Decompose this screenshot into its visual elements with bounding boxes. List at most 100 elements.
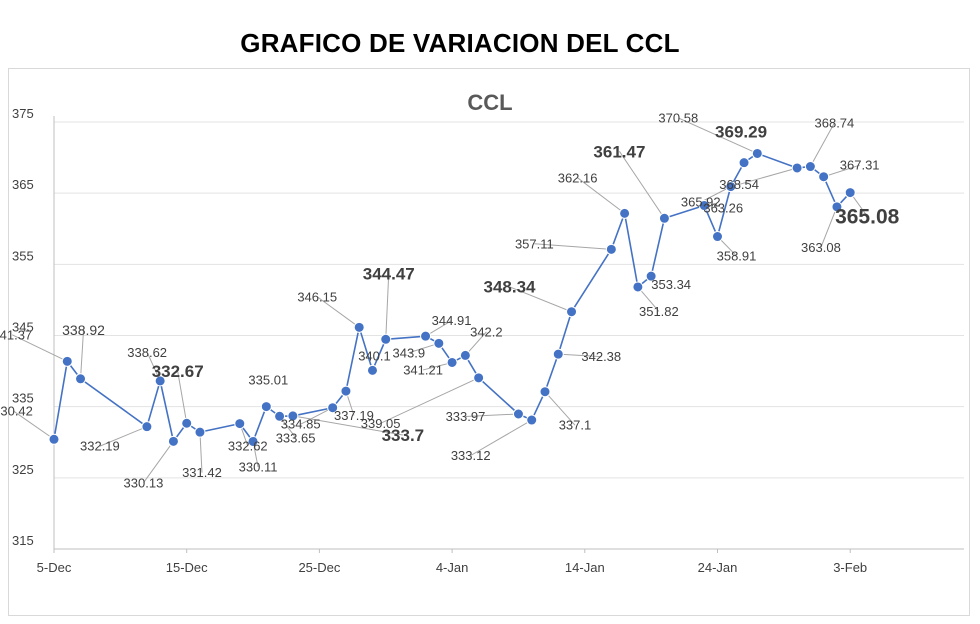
label-leader (177, 371, 188, 424)
x-tick-label: 5-Dec (37, 560, 72, 575)
x-tick-label: 4-Jan (436, 560, 469, 575)
label-leader (820, 206, 838, 248)
label-leader (619, 151, 665, 219)
chart-frame (8, 68, 970, 616)
label-leader (380, 377, 479, 424)
data-label: 369.29 (715, 123, 767, 142)
data-label: 368.74 (815, 116, 855, 131)
label-leader (577, 177, 625, 214)
data-point (340, 385, 352, 397)
data-point (433, 337, 445, 349)
data-label: 338.92 (62, 322, 105, 338)
label-leader (678, 117, 758, 154)
data-point (274, 410, 286, 422)
data-label: 331.42 (182, 465, 222, 480)
label-leader (809, 122, 835, 167)
label-leader (558, 353, 602, 358)
label-leader (199, 432, 203, 473)
data-point (605, 243, 617, 255)
data-point (247, 435, 259, 447)
x-tick-label: 24-Jan (698, 560, 738, 575)
data-label: 337.19 (334, 408, 374, 423)
data-point (632, 281, 644, 293)
axes: 315 325 335 345 355 365 375 5-Dec 15-Dec 25-Dec 4-… (12, 106, 964, 575)
label-leader (509, 286, 572, 313)
data-label: 339.05 (361, 416, 401, 431)
data-label: 330.11 (239, 459, 278, 474)
data-point (327, 402, 339, 414)
label-leader (465, 413, 519, 417)
data-point (48, 433, 60, 445)
data-point (181, 417, 193, 429)
label-leader (470, 419, 532, 456)
data-point (552, 348, 564, 360)
data-label: 338.62 (127, 345, 167, 360)
label-leader (12, 334, 68, 362)
data-point (154, 375, 166, 387)
data-label: 348.34 (484, 278, 537, 297)
data-label: 340.1 (358, 348, 391, 363)
data-label: 365.08 (835, 206, 900, 229)
data-label: 357.11 (515, 236, 554, 251)
data-label: 333.65 (276, 430, 316, 445)
label-leader (823, 164, 860, 178)
x-tick-label: 3-Feb (833, 560, 867, 575)
y-tick-label: 345 (12, 320, 34, 335)
data-point (831, 201, 843, 213)
y-tick-label: 315 (12, 533, 34, 548)
page-title: GRAFICO DE VARIACION DEL CCL (240, 28, 680, 58)
data-point (473, 372, 485, 384)
data-point (167, 435, 179, 447)
label-leader (544, 391, 576, 426)
data-point (420, 330, 432, 342)
data-label: 344.47 (363, 264, 415, 283)
data-point (698, 200, 710, 212)
data-point (645, 270, 657, 282)
data-point (791, 162, 803, 174)
data-label: 332.62 (228, 439, 268, 454)
data-label: 344.91 (432, 313, 472, 328)
data-point (566, 306, 578, 318)
data-point (804, 161, 816, 173)
label-leader (534, 243, 612, 250)
data-label: 370.58 (658, 110, 698, 125)
data-point (75, 373, 87, 385)
data-label: 333.97 (446, 409, 486, 424)
y-tick-label: 365 (12, 177, 34, 192)
data-point (141, 421, 153, 433)
data-point (446, 356, 458, 368)
data-label: 332.67 (152, 362, 204, 381)
data-label: 333.7 (382, 426, 425, 445)
data-label: 341.37 (0, 327, 32, 342)
data-label: 342.38 (581, 349, 621, 364)
label-leader (316, 296, 360, 328)
label-leader (385, 273, 390, 340)
data-label: 343.9 (393, 345, 426, 360)
data-points (48, 147, 856, 447)
data-label: 351.82 (639, 304, 679, 319)
data-label: 362.16 (558, 170, 598, 185)
label-leader (700, 186, 731, 203)
data-point (738, 157, 750, 169)
data-point (526, 414, 538, 426)
x-tick-label: 14-Jan (565, 560, 605, 575)
data-point (459, 349, 471, 361)
data-label: 337.1 (559, 418, 592, 433)
x-tick-label: 25-Dec (298, 560, 340, 575)
data-point (712, 231, 723, 243)
series-path (53, 152, 851, 443)
label-leader (80, 329, 85, 379)
data-point (512, 408, 524, 420)
data-point (194, 426, 206, 438)
data-point (61, 355, 73, 367)
data-label: 363.26 (703, 201, 743, 216)
x-tick-label: 15-Dec (166, 560, 208, 575)
data-point (818, 171, 830, 183)
label-leader (99, 426, 148, 447)
data-point (658, 212, 670, 224)
data-label: 346.15 (297, 289, 337, 304)
grid-lines (54, 121, 964, 550)
data-point (366, 364, 378, 376)
data-label: 342.2 (470, 324, 503, 339)
data-point (539, 386, 551, 398)
